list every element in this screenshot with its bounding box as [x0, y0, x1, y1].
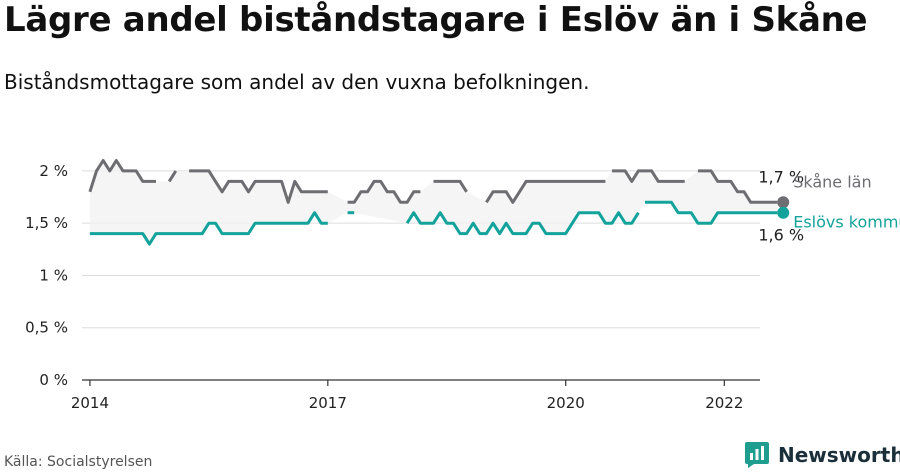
series-1-segment-0 — [89, 211, 328, 246]
series-0-segment-4 — [433, 179, 468, 193]
range-band — [89, 160, 778, 245]
series-1-segment-2 — [405, 211, 640, 236]
chart-subtitle: Biståndsmottagare som andel av den vuxna… — [4, 70, 590, 94]
series-0-segment-3 — [347, 179, 421, 204]
x-tick-label: 2014 — [71, 394, 109, 412]
series-end-markers: 1,7 %Skåne län 1,6 %Eslövs kommun — [758, 167, 900, 244]
source-note: Källa: Socialstyrelsen — [4, 454, 153, 470]
series-1-segment-3 — [645, 200, 778, 225]
series-1-name: Eslövs kommun — [793, 213, 900, 232]
series-0-segment-5 — [485, 179, 606, 204]
y-tick-label: 0,5 % — [25, 319, 68, 337]
series-lines — [88, 159, 778, 246]
series-0-segment-2 — [189, 169, 328, 204]
series-0-end-point — [777, 196, 790, 209]
brand-logo: Newsworthy — [744, 441, 900, 469]
x-axis: 2014 2017 2020 2022 — [71, 379, 760, 412]
series-0-segment-7 — [697, 169, 778, 204]
y-axis-labels: 0 % 0,5 % 1 % 1,5 % 2 % — [25, 162, 68, 389]
y-tick-label: 1,5 % — [25, 214, 68, 232]
series-0-name: Skåne län — [793, 172, 871, 191]
series-1-end-value: 1,6 % — [758, 226, 804, 245]
newsworthy-logo-icon — [745, 442, 769, 468]
x-tick-label: 2020 — [547, 394, 585, 412]
series-1-end-point — [777, 206, 790, 219]
chart-title: Lägre andel biståndstagare i Eslöv än i … — [4, 0, 868, 40]
series-0-segment-6 — [612, 169, 685, 183]
series-0-segment-0 — [88, 159, 156, 193]
brand-name: Newsworthy — [778, 443, 900, 467]
y-tick-label: 2 % — [39, 162, 68, 180]
area-between-series — [89, 160, 778, 245]
x-tick-label: 2017 — [309, 394, 347, 412]
y-tick-label: 0 % — [39, 371, 68, 389]
x-tick-label: 2022 — [705, 394, 743, 412]
series-0-end-value: 1,7 % — [758, 167, 804, 186]
y-tick-label: 1 % — [39, 266, 68, 284]
series-0-segment-1 — [167, 170, 178, 183]
